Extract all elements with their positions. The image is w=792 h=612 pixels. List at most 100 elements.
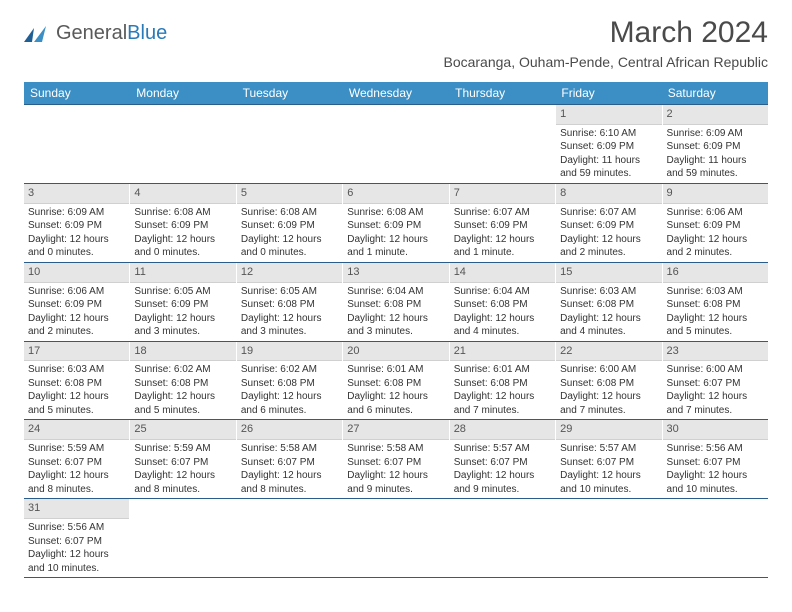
day-number: 5 bbox=[237, 184, 342, 204]
daylight-text: Daylight: 12 hours and 8 minutes. bbox=[241, 469, 338, 496]
day-body: Sunrise: 6:06 AMSunset: 6:09 PMDaylight:… bbox=[663, 204, 768, 262]
day-cell bbox=[130, 499, 236, 577]
sunrise-text: Sunrise: 6:03 AM bbox=[560, 285, 657, 299]
day-cell: 16Sunrise: 6:03 AMSunset: 6:08 PMDayligh… bbox=[663, 263, 768, 341]
sunset-text: Sunset: 6:07 PM bbox=[667, 456, 764, 470]
day-body: Sunrise: 6:04 AMSunset: 6:08 PMDaylight:… bbox=[343, 283, 448, 341]
sunrise-text: Sunrise: 6:05 AM bbox=[241, 285, 338, 299]
day-cell: 21Sunrise: 6:01 AMSunset: 6:08 PMDayligh… bbox=[450, 342, 556, 420]
daylight-text: Daylight: 12 hours and 7 minutes. bbox=[560, 390, 657, 417]
sunrise-text: Sunrise: 6:08 AM bbox=[241, 206, 338, 220]
logo-text: GeneralBlue bbox=[56, 22, 167, 45]
sunrise-text: Sunrise: 6:00 AM bbox=[560, 363, 657, 377]
day-number: 21 bbox=[450, 342, 555, 362]
daylight-text: Daylight: 11 hours and 59 minutes. bbox=[667, 154, 764, 181]
sunrise-text: Sunrise: 6:09 AM bbox=[667, 127, 764, 141]
day-cell: 11Sunrise: 6:05 AMSunset: 6:09 PMDayligh… bbox=[130, 263, 236, 341]
sunset-text: Sunset: 6:07 PM bbox=[28, 456, 125, 470]
daylight-text: Daylight: 12 hours and 2 minutes. bbox=[667, 233, 764, 260]
day-cell: 1Sunrise: 6:10 AMSunset: 6:09 PMDaylight… bbox=[556, 105, 662, 183]
week-row-2: 10Sunrise: 6:06 AMSunset: 6:09 PMDayligh… bbox=[24, 262, 768, 341]
sunset-text: Sunset: 6:08 PM bbox=[560, 377, 657, 391]
day-number: 7 bbox=[450, 184, 555, 204]
day-number: 23 bbox=[663, 342, 768, 362]
day-number: 2 bbox=[663, 105, 768, 125]
sunrise-text: Sunrise: 6:01 AM bbox=[454, 363, 551, 377]
title-block: March 2024 Bocaranga, Ouham-Pende, Centr… bbox=[443, 16, 768, 70]
daylight-text: Daylight: 12 hours and 5 minutes. bbox=[667, 312, 764, 339]
day-body: Sunrise: 6:00 AMSunset: 6:07 PMDaylight:… bbox=[663, 361, 768, 419]
sunset-text: Sunset: 6:09 PM bbox=[667, 219, 764, 233]
day-number: 12 bbox=[237, 263, 342, 283]
daylight-text: Daylight: 12 hours and 2 minutes. bbox=[560, 233, 657, 260]
daylight-text: Daylight: 12 hours and 3 minutes. bbox=[241, 312, 338, 339]
day-body: Sunrise: 6:01 AMSunset: 6:08 PMDaylight:… bbox=[343, 361, 448, 419]
day-number: 14 bbox=[450, 263, 555, 283]
day-body: Sunrise: 6:09 AMSunset: 6:09 PMDaylight:… bbox=[24, 204, 129, 262]
day-body: Sunrise: 5:59 AMSunset: 6:07 PMDaylight:… bbox=[130, 440, 235, 498]
sunrise-text: Sunrise: 6:04 AM bbox=[454, 285, 551, 299]
sunset-text: Sunset: 6:08 PM bbox=[347, 377, 444, 391]
day-cell: 23Sunrise: 6:00 AMSunset: 6:07 PMDayligh… bbox=[663, 342, 768, 420]
sunset-text: Sunset: 6:09 PM bbox=[454, 219, 551, 233]
day-number: 30 bbox=[663, 420, 768, 440]
day-cell: 18Sunrise: 6:02 AMSunset: 6:08 PMDayligh… bbox=[130, 342, 236, 420]
day-body: Sunrise: 6:08 AMSunset: 6:09 PMDaylight:… bbox=[237, 204, 342, 262]
sunset-text: Sunset: 6:09 PM bbox=[347, 219, 444, 233]
day-body: Sunrise: 6:00 AMSunset: 6:08 PMDaylight:… bbox=[556, 361, 661, 419]
sunset-text: Sunset: 6:08 PM bbox=[454, 377, 551, 391]
day-body: Sunrise: 5:58 AMSunset: 6:07 PMDaylight:… bbox=[343, 440, 448, 498]
sunset-text: Sunset: 6:07 PM bbox=[241, 456, 338, 470]
weeks-container: 1Sunrise: 6:10 AMSunset: 6:09 PMDaylight… bbox=[24, 104, 768, 577]
day-number: 24 bbox=[24, 420, 129, 440]
weekday-6: Saturday bbox=[662, 82, 768, 104]
sunset-text: Sunset: 6:07 PM bbox=[347, 456, 444, 470]
day-cell: 13Sunrise: 6:04 AMSunset: 6:08 PMDayligh… bbox=[343, 263, 449, 341]
day-body: Sunrise: 5:57 AMSunset: 6:07 PMDaylight:… bbox=[556, 440, 661, 498]
sunrise-text: Sunrise: 5:58 AM bbox=[347, 442, 444, 456]
day-cell bbox=[450, 105, 556, 183]
day-number: 10 bbox=[24, 263, 129, 283]
sunrise-text: Sunrise: 6:06 AM bbox=[667, 206, 764, 220]
day-number: 15 bbox=[556, 263, 661, 283]
sunset-text: Sunset: 6:09 PM bbox=[28, 219, 125, 233]
day-body: Sunrise: 6:05 AMSunset: 6:08 PMDaylight:… bbox=[237, 283, 342, 341]
sunset-text: Sunset: 6:07 PM bbox=[28, 535, 125, 549]
day-cell: 3Sunrise: 6:09 AMSunset: 6:09 PMDaylight… bbox=[24, 184, 130, 262]
daylight-text: Daylight: 12 hours and 6 minutes. bbox=[347, 390, 444, 417]
sunrise-text: Sunrise: 6:02 AM bbox=[241, 363, 338, 377]
sunset-text: Sunset: 6:09 PM bbox=[667, 140, 764, 154]
day-cell: 30Sunrise: 5:56 AMSunset: 6:07 PMDayligh… bbox=[663, 420, 768, 498]
day-cell bbox=[237, 499, 343, 577]
day-number: 18 bbox=[130, 342, 235, 362]
sunrise-text: Sunrise: 5:59 AM bbox=[28, 442, 125, 456]
sunset-text: Sunset: 6:08 PM bbox=[134, 377, 231, 391]
day-number: 11 bbox=[130, 263, 235, 283]
daylight-text: Daylight: 12 hours and 6 minutes. bbox=[241, 390, 338, 417]
daylight-text: Daylight: 12 hours and 9 minutes. bbox=[454, 469, 551, 496]
week-row-1: 3Sunrise: 6:09 AMSunset: 6:09 PMDaylight… bbox=[24, 183, 768, 262]
week-row-5: 31Sunrise: 5:56 AMSunset: 6:07 PMDayligh… bbox=[24, 498, 768, 577]
day-body: Sunrise: 6:01 AMSunset: 6:08 PMDaylight:… bbox=[450, 361, 555, 419]
calendar: SundayMondayTuesdayWednesdayThursdayFrid… bbox=[24, 82, 768, 578]
daylight-text: Daylight: 11 hours and 59 minutes. bbox=[560, 154, 657, 181]
day-body: Sunrise: 6:03 AMSunset: 6:08 PMDaylight:… bbox=[556, 283, 661, 341]
day-cell: 24Sunrise: 5:59 AMSunset: 6:07 PMDayligh… bbox=[24, 420, 130, 498]
sunset-text: Sunset: 6:09 PM bbox=[560, 219, 657, 233]
sunrise-text: Sunrise: 5:57 AM bbox=[454, 442, 551, 456]
weekday-1: Monday bbox=[130, 82, 236, 104]
day-number: 31 bbox=[24, 499, 129, 519]
day-cell: 2 Sunrise: 6:09 AMSunset: 6:09 PMDaylight… bbox=[663, 105, 768, 183]
day-cell: 31Sunrise: 5:56 AMSunset: 6:07 PMDayligh… bbox=[24, 499, 130, 577]
logo-blue: Blue bbox=[127, 22, 167, 44]
day-body: Sunrise: 6:08 AMSunset: 6:09 PMDaylight:… bbox=[343, 204, 448, 262]
weekday-2: Tuesday bbox=[237, 82, 343, 104]
day-cell: 8Sunrise: 6:07 AMSunset: 6:09 PMDaylight… bbox=[556, 184, 662, 262]
daylight-text: Daylight: 12 hours and 5 minutes. bbox=[28, 390, 125, 417]
sunset-text: Sunset: 6:08 PM bbox=[347, 298, 444, 312]
sunset-text: Sunset: 6:08 PM bbox=[241, 298, 338, 312]
day-cell bbox=[450, 499, 556, 577]
weekday-4: Thursday bbox=[449, 82, 555, 104]
sunset-text: Sunset: 6:07 PM bbox=[560, 456, 657, 470]
daylight-text: Daylight: 12 hours and 5 minutes. bbox=[134, 390, 231, 417]
